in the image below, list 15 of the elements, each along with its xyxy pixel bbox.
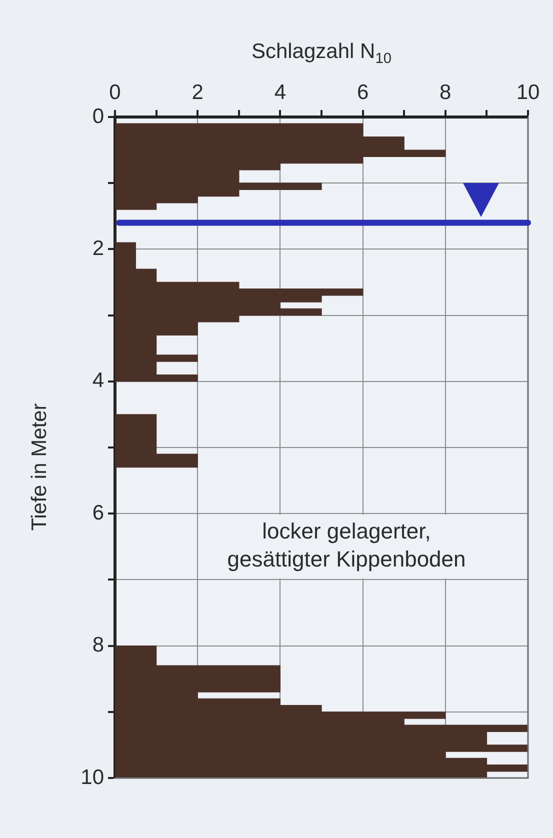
x-tick-label: 10 <box>516 81 540 104</box>
y-tick-label: 10 <box>80 766 104 789</box>
annotation: locker gelagerter, gesättigter Kippenboden <box>227 518 466 572</box>
y-tick-label: 4 <box>92 369 104 392</box>
x-axis-title: Schlagzahl N$_{10}$ <box>250 40 393 68</box>
y-tick-label: 2 <box>92 236 104 260</box>
x-tick-label: 8 <box>440 81 452 104</box>
x-tick-label: 4 <box>274 81 286 104</box>
x-tick-label: 0 <box>109 81 121 104</box>
y-axis-title: Tiefe in Meter <box>28 403 52 531</box>
y-tick-label: 6 <box>92 501 104 524</box>
y-tick-label: 0 <box>92 104 104 128</box>
x-tick-label: 6 <box>356 81 369 104</box>
x-tick-label: 2 <box>192 81 204 104</box>
y-tick-label: 8 <box>92 634 104 657</box>
